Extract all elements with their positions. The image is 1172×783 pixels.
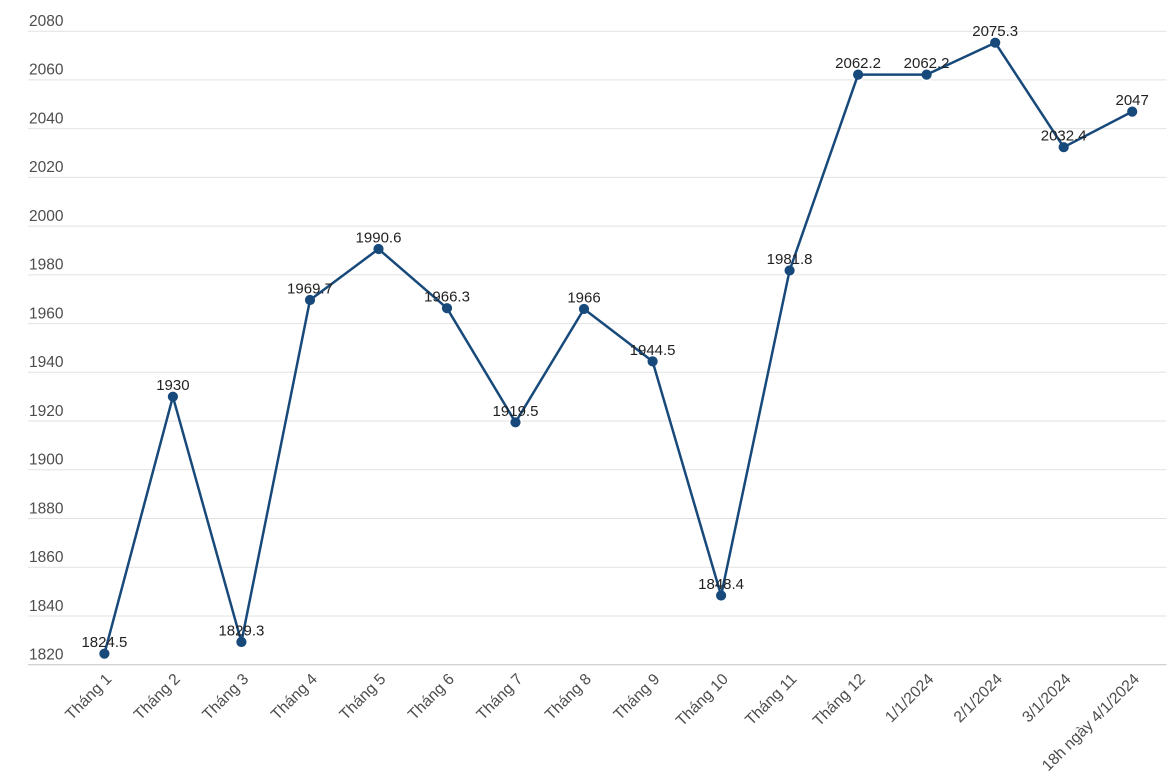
svg-text:1930: 1930 <box>156 377 189 394</box>
svg-text:1820: 1820 <box>29 646 64 663</box>
svg-text:1981.8: 1981.8 <box>767 251 813 268</box>
svg-text:2000: 2000 <box>29 208 64 225</box>
svg-text:1919.5: 1919.5 <box>493 403 539 420</box>
svg-text:1944.5: 1944.5 <box>630 342 676 359</box>
svg-text:2062.2: 2062.2 <box>904 55 950 72</box>
svg-text:2060: 2060 <box>29 62 64 79</box>
svg-text:1990.6: 1990.6 <box>356 230 402 247</box>
svg-text:2040: 2040 <box>29 110 64 127</box>
svg-text:1824.5: 1824.5 <box>81 634 127 651</box>
svg-text:2080: 2080 <box>29 13 64 30</box>
svg-text:1840: 1840 <box>29 598 64 615</box>
svg-text:2062.2: 2062.2 <box>835 55 881 72</box>
svg-text:1969.7: 1969.7 <box>287 281 333 298</box>
svg-text:1900: 1900 <box>29 452 64 469</box>
svg-text:1966: 1966 <box>567 290 600 307</box>
svg-text:2032.4: 2032.4 <box>1041 128 1087 145</box>
svg-text:1980: 1980 <box>29 257 64 274</box>
svg-text:1966.3: 1966.3 <box>424 289 470 306</box>
svg-text:1940: 1940 <box>29 354 64 371</box>
svg-text:1829.3: 1829.3 <box>218 623 264 640</box>
svg-text:1848.4: 1848.4 <box>698 576 744 593</box>
svg-text:1920: 1920 <box>29 403 64 420</box>
svg-text:1880: 1880 <box>29 500 64 517</box>
svg-text:2047: 2047 <box>1116 92 1149 109</box>
svg-text:2075.3: 2075.3 <box>972 23 1018 40</box>
svg-text:2020: 2020 <box>29 159 64 176</box>
svg-text:1960: 1960 <box>29 305 64 322</box>
svg-text:1860: 1860 <box>29 549 64 566</box>
